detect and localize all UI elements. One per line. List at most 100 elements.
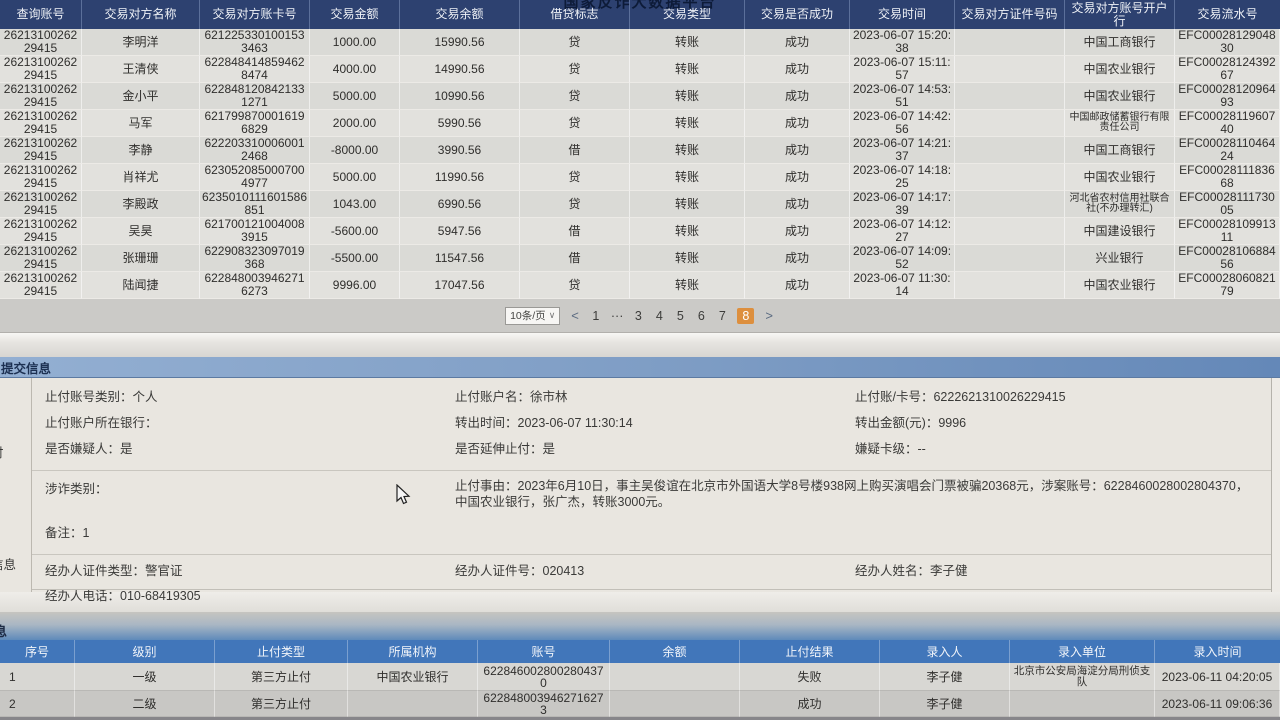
cell: 6228484148594628474 (200, 56, 310, 83)
chevron-down-icon: ∨ (548, 310, 556, 320)
cell: 中国工商银行 (1065, 29, 1175, 56)
cell: 5947.56 (400, 218, 520, 245)
form-field: 备注：1 (45, 526, 90, 540)
cell: EFC0002812904830 (1175, 29, 1280, 56)
cell: 转账 (630, 272, 745, 299)
form-field: 经办人姓名：李子健 (855, 564, 968, 578)
column-header: 交易类型 (630, 0, 745, 29)
prev-page-button[interactable]: < (571, 308, 579, 323)
cell: -8000.00 (310, 137, 400, 164)
column-header: 止付类型 (215, 640, 348, 663)
cell: 马军 (82, 110, 200, 137)
column-header: 序号 (0, 640, 75, 663)
cell: 中国邮政储蓄银行有限责任公司 (1065, 110, 1175, 137)
page-number-button[interactable]: 7 (718, 308, 726, 323)
cell: 2023-06-07 11:30:14 (850, 272, 955, 299)
cell: 2621310026229415 (0, 218, 82, 245)
cell: 李明洋 (82, 29, 200, 56)
section-bar-fragment: 息 (0, 624, 8, 639)
column-header: 录入时间 (1193, 645, 1242, 659)
transactions-table-body: 2621310026229415 李明洋 6212253301001533463 10… (0, 29, 1280, 299)
column-header: 借贷标志 (520, 0, 630, 29)
cell: 6212253301001533463 (200, 29, 310, 56)
cell: 金小平 (82, 83, 200, 110)
cell: 2621310026229415 (0, 191, 82, 218)
stop-payment-table-body: 1 一级 第三方止付 中国农业银行 6228460028002804370 失败 李子健 北京… (0, 663, 1280, 717)
cell: 成功 (745, 191, 850, 218)
cell: EFC0002811183668 (1175, 164, 1280, 191)
cell: 借 (520, 218, 630, 245)
cell: 一级 (75, 663, 215, 691)
cell: EFC0002806082179 (1175, 272, 1280, 299)
cell: EFC0002810688456 (1175, 245, 1280, 272)
cell: 贷 (520, 164, 630, 191)
page-number-button[interactable]: 3 (634, 308, 642, 323)
cell: 15990.56 (400, 29, 520, 56)
cell: 转账 (630, 164, 745, 191)
cell: 5000.00 (310, 164, 400, 191)
page-number-button[interactable]: 1 (592, 308, 600, 323)
form-field: 是否延伸止付：是 (455, 442, 556, 456)
column-header: 账号 (478, 640, 610, 663)
form-row: 止付账户所在银行： 转出时间：2023-06-07 11:30:14 转出金额(元)… (32, 416, 1271, 442)
cell: 第三方止付 (215, 663, 348, 691)
cell: 李子健 (880, 663, 1010, 691)
vertical-scrollbar[interactable] (1272, 378, 1280, 592)
cell (955, 29, 1065, 56)
cell: 2621310026229415 (0, 245, 82, 272)
cell: 2023-06-07 14:42:56 (850, 110, 955, 137)
form-section: 涉诈类别： 止付事由：2023年6月10日，事主吴俊谊在北京市外国语大学8号楼93… (32, 471, 1271, 541)
page-size-select[interactable]: 10条/页 ∨ (505, 306, 561, 325)
page-ellipsis: ··· (610, 308, 624, 323)
cell: 6228481208421331271 (200, 83, 310, 110)
cell: 9996.00 (310, 272, 400, 299)
cell (955, 218, 1065, 245)
cell: -5600.00 (310, 218, 400, 245)
column-header: 交易对方账卡号 (200, 0, 310, 29)
cell: 2621310026229415 (0, 83, 82, 110)
cell: 中国农业银行 (1065, 83, 1175, 110)
page-number-button[interactable]: 6 (697, 308, 705, 323)
page-number-button[interactable]: 8 (737, 307, 755, 324)
cell: -5500.00 (310, 245, 400, 272)
page-size-label: 10条/页 (510, 310, 546, 322)
cell: 6217001210040083915 (200, 218, 310, 245)
cell: 成功 (745, 218, 850, 245)
table-row: 2621310026229415 吴昊 6217001210040083915 -56… (0, 218, 1280, 245)
cell: 转账 (630, 83, 745, 110)
form-field: 止付事由：2023年6月10日，事主吴俊谊在北京市外国语大学8号楼938网上购买… (455, 479, 1249, 509)
column-header: 查询账号 (0, 0, 82, 29)
cell: 2621310026229415 (0, 272, 82, 299)
form-field: 转出时间：2023-06-07 11:30:14 (455, 416, 633, 430)
cell: 2023-06-07 14:21:37 (850, 137, 955, 164)
cell: 李殿政 (82, 191, 200, 218)
submit-info-panel: 付 信息 止付账号类别：个人 止付账户名：徐市林 止付账/卡号：6222621310… (0, 378, 1280, 603)
cell: 2023-06-07 14:09:52 (850, 245, 955, 272)
table-row: 2621310026229415 王清侠 6228484148594628474 40… (0, 56, 1280, 83)
column-header: 交易对方名称 (82, 0, 200, 29)
cell: 中国农业银行 (1065, 164, 1175, 191)
cell: 2621310026229415 (0, 56, 82, 83)
table-row: 2621310026229415 陆闻捷 6228480039462716273 99… (0, 272, 1280, 299)
column-header: 录入单位 (1010, 640, 1155, 663)
cell: 2023-06-07 14:53:51 (850, 83, 955, 110)
cell: 11990.56 (400, 164, 520, 191)
cell: 陆闻捷 (82, 272, 200, 299)
cell (955, 245, 1065, 272)
form-bottom-border (32, 589, 1271, 590)
cell: 贷 (520, 56, 630, 83)
next-page-button[interactable]: > (765, 308, 773, 323)
cell: 贷 (520, 110, 630, 137)
cell: 2023-06-11 09:06:36 (1155, 691, 1280, 717)
column-header: 交易余额 (400, 0, 520, 29)
page-number-button[interactable]: 4 (655, 308, 663, 323)
cell: 成功 (745, 56, 850, 83)
cell (955, 164, 1065, 191)
cell: 6228480039462716273 (200, 272, 310, 299)
page-number-button[interactable]: 5 (676, 308, 684, 323)
cell: 成功 (745, 272, 850, 299)
cell: 第三方止付 (215, 691, 348, 717)
cell: 2023-06-07 14:12:27 (850, 218, 955, 245)
form-field: 经办人电话：010-68419305 (45, 589, 201, 603)
column-header: 止付结果 (740, 640, 880, 663)
